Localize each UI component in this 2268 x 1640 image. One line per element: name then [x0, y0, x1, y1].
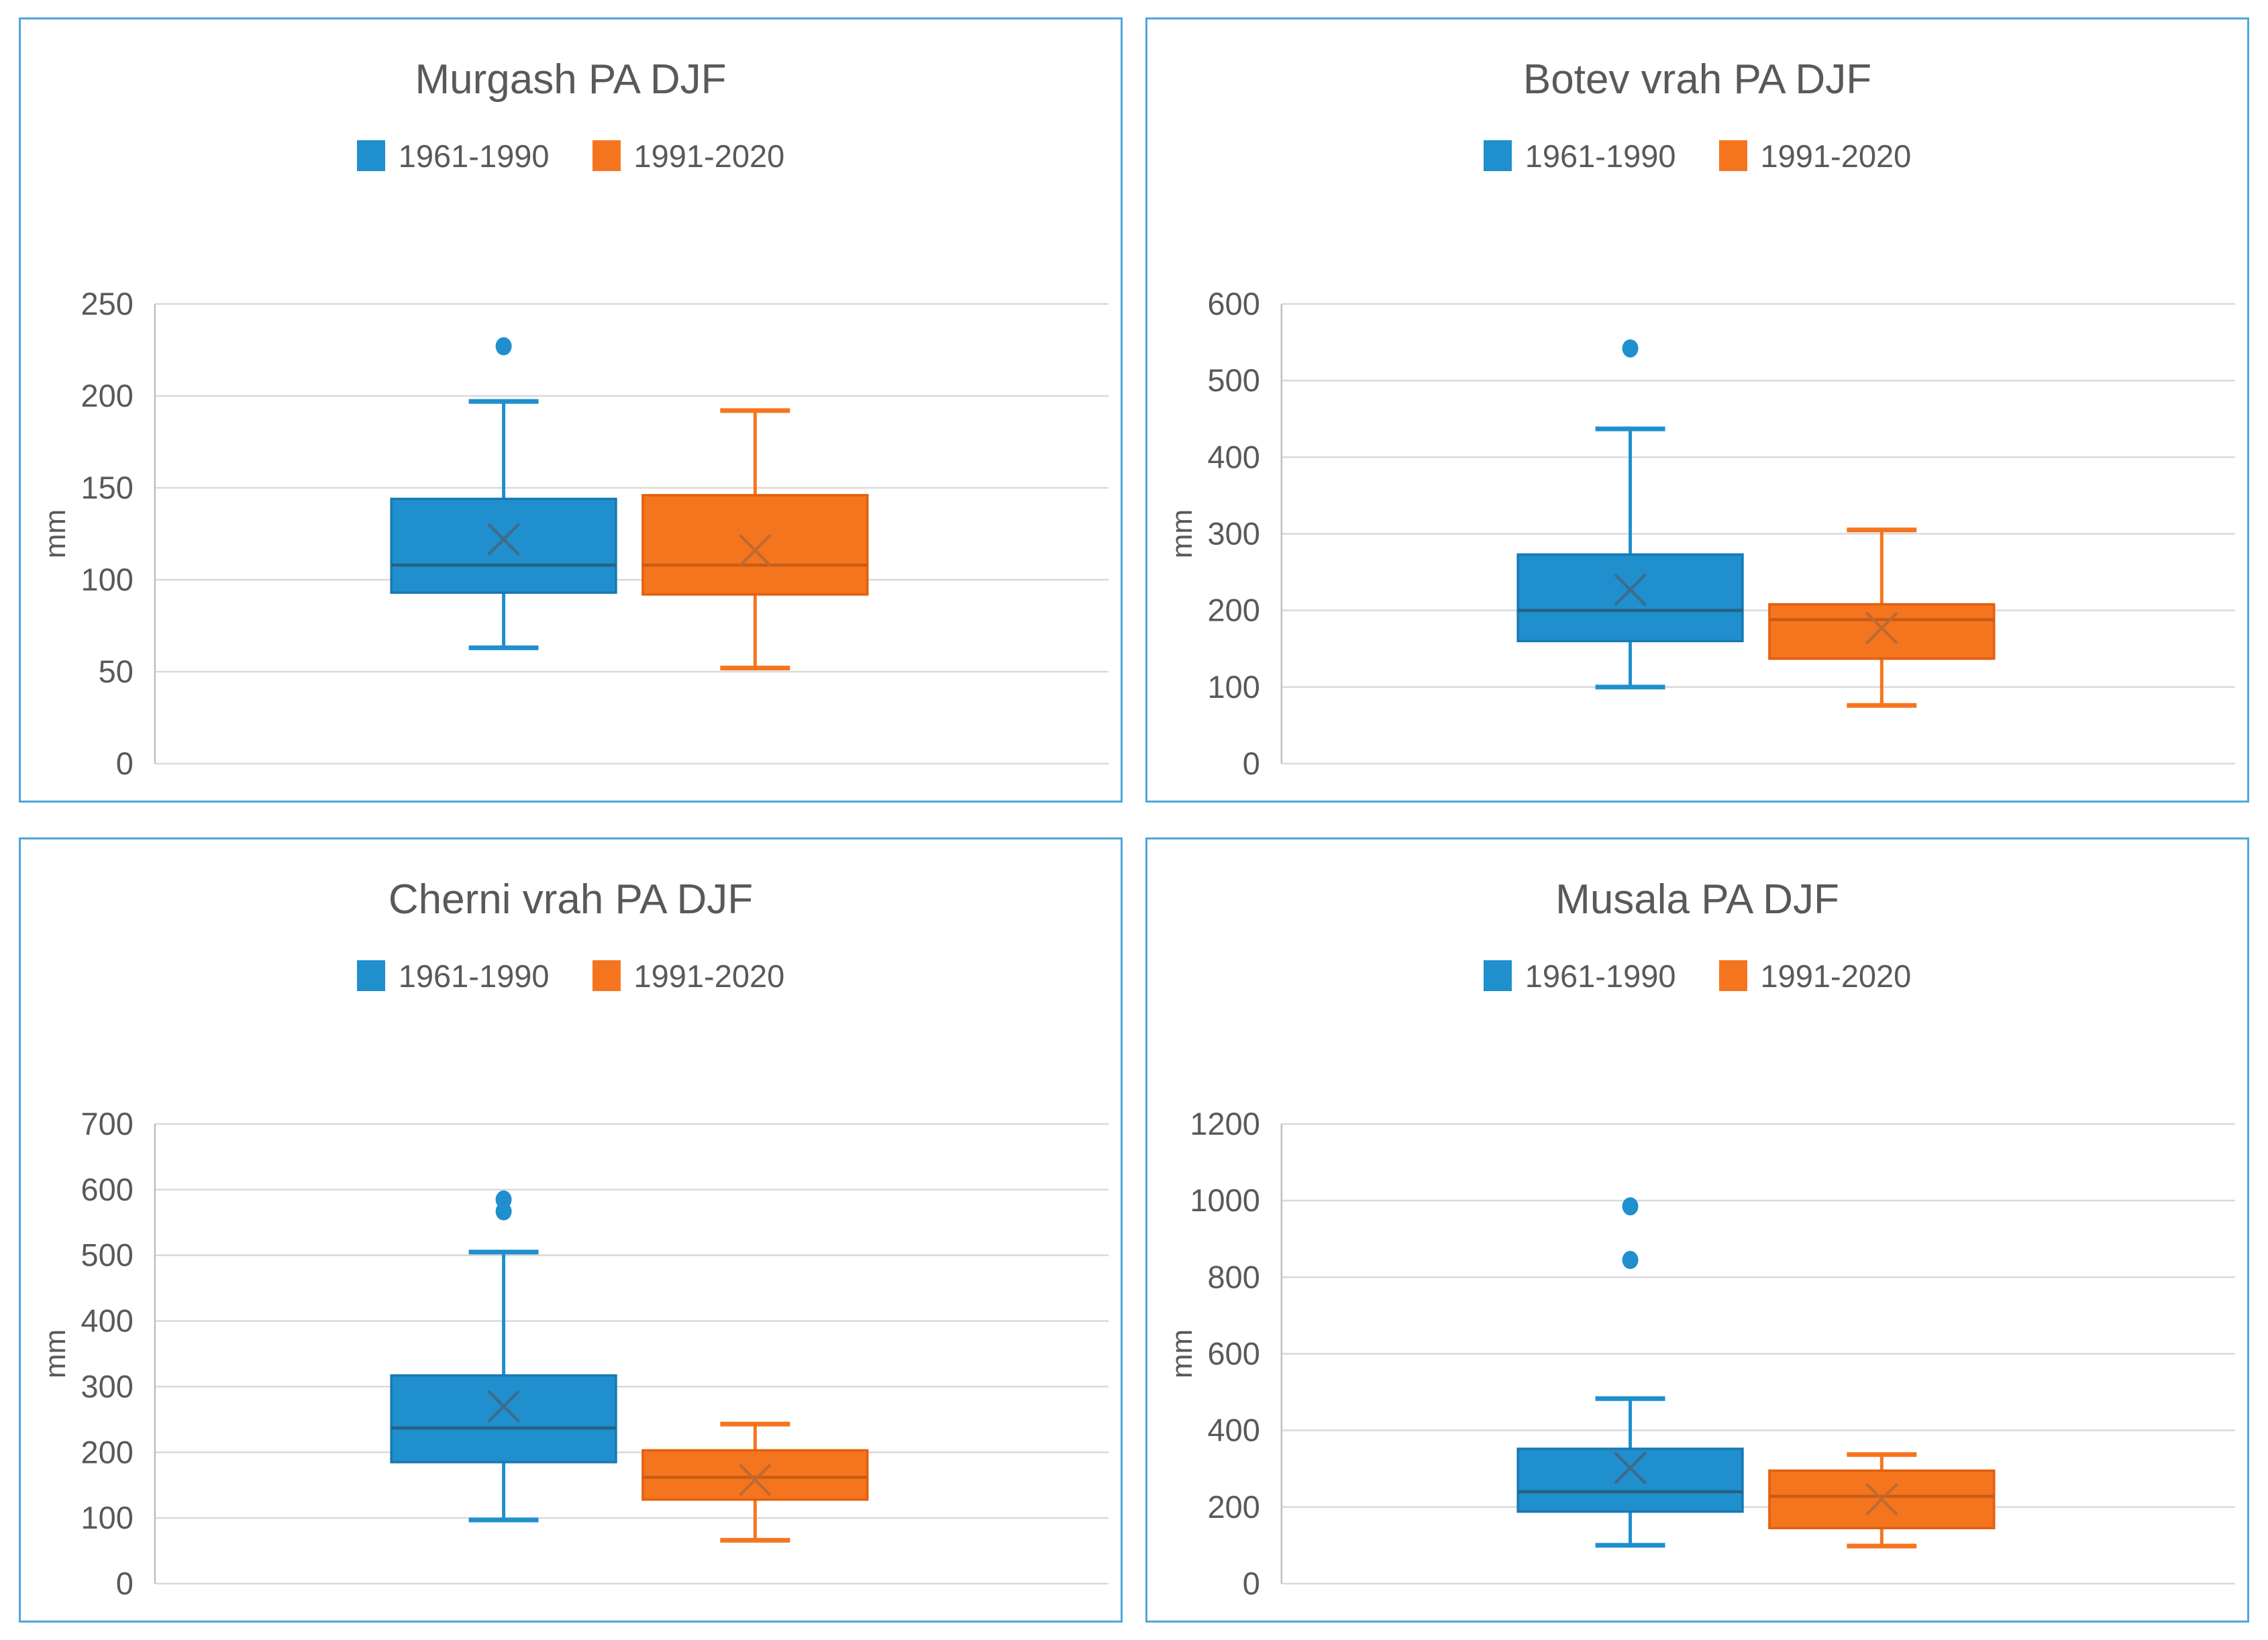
- svg-text:0: 0: [116, 1566, 134, 1600]
- chart-legend: 1961-1990 1991-2020: [1147, 955, 2247, 996]
- svg-text:500: 500: [1208, 362, 1260, 398]
- svg-text:200: 200: [81, 378, 134, 413]
- svg-text:400: 400: [1208, 439, 1260, 474]
- chart-legend: 1961-1990 1991-2020: [21, 955, 1121, 996]
- chart-title: Murgash PA DJF: [415, 56, 727, 103]
- legend-label: 1961-1990: [398, 958, 550, 994]
- svg-text:0: 0: [116, 746, 134, 780]
- svg-text:600: 600: [1208, 1335, 1260, 1371]
- svg-text:mm: mm: [1166, 509, 1198, 558]
- chart-panel-musala: Musala PA DJF 1961-1990 1991-2020 0 200 40…: [1145, 837, 2249, 1623]
- svg-text:200: 200: [1208, 1489, 1260, 1525]
- chart-legend: 1961-1990 1991-2020: [1147, 135, 2247, 176]
- svg-text:400: 400: [81, 1303, 134, 1339]
- svg-text:300: 300: [81, 1368, 134, 1404]
- chart-legend: 1961-1990 1991-2020: [21, 135, 1121, 176]
- legend-label: 1991-2020: [633, 958, 785, 994]
- legend-swatch-orange: [592, 140, 621, 171]
- legend-label: 1991-2020: [1760, 138, 1912, 174]
- legend-item-1991-2020: 1991-2020: [1718, 138, 1912, 174]
- legend-label: 1961-1990: [1525, 138, 1676, 174]
- legend-item-1961-1990: 1961-1990: [356, 958, 550, 994]
- boxplot-canvas: 0 100 200 300 400 500 600 700 mm: [39, 1106, 1109, 1600]
- svg-text:500: 500: [81, 1237, 134, 1273]
- legend-swatch-orange: [592, 960, 621, 991]
- legend-swatch-blue: [356, 960, 385, 991]
- svg-text:200: 200: [1208, 593, 1260, 628]
- svg-text:100: 100: [1208, 669, 1260, 705]
- svg-text:300: 300: [1208, 515, 1260, 551]
- svg-text:mm: mm: [39, 509, 72, 558]
- chart-title: Botev vrah PA DJF: [1523, 56, 1872, 103]
- svg-text:600: 600: [1208, 286, 1260, 321]
- legend-label: 1961-1990: [398, 138, 550, 174]
- legend-item-1991-2020: 1991-2020: [592, 138, 785, 174]
- legend-label: 1991-2020: [1760, 958, 1912, 994]
- chart-title: Cherni vrah PA DJF: [388, 876, 754, 923]
- svg-text:50: 50: [99, 654, 134, 689]
- legend-item-1961-1990: 1961-1990: [1483, 138, 1676, 174]
- boxplot-canvas: 0 100 200 300 400 500 600 mm: [1166, 286, 2236, 780]
- svg-text:800: 800: [1208, 1259, 1260, 1294]
- svg-text:100: 100: [81, 562, 134, 597]
- svg-text:700: 700: [81, 1106, 134, 1141]
- svg-text:0: 0: [1243, 1566, 1260, 1600]
- chart-panel-cherni-vrah: Cherni vrah PA DJF 1961-1990 1991-2020 0…: [19, 837, 1123, 1623]
- svg-text:1000: 1000: [1190, 1182, 1259, 1218]
- svg-text:600: 600: [81, 1172, 134, 1207]
- legend-label: 1961-1990: [1525, 958, 1676, 994]
- legend-label: 1991-2020: [633, 138, 785, 174]
- svg-text:250: 250: [81, 286, 134, 321]
- svg-text:200: 200: [81, 1434, 134, 1470]
- svg-text:100: 100: [81, 1500, 134, 1535]
- chart-title: Musala PA DJF: [1555, 876, 1839, 923]
- svg-text:mm: mm: [39, 1329, 72, 1378]
- boxplot-canvas: 0 50 100 150 200 250 mm: [39, 286, 1109, 780]
- legend-swatch-orange: [1718, 960, 1747, 991]
- svg-text:mm: mm: [1166, 1329, 1198, 1378]
- legend-swatch-blue: [1483, 140, 1512, 171]
- legend-item-1991-2020: 1991-2020: [1718, 958, 1912, 994]
- legend-item-1961-1990: 1961-1990: [356, 138, 550, 174]
- svg-text:150: 150: [81, 470, 134, 505]
- legend-swatch-blue: [1483, 960, 1512, 991]
- svg-text:0: 0: [1243, 746, 1260, 780]
- chart-panel-botev-vrah: Botev vrah PA DJF 1961-1990 1991-2020 0 1…: [1145, 17, 2249, 803]
- svg-text:400: 400: [1208, 1413, 1260, 1448]
- legend-swatch-orange: [1718, 140, 1747, 171]
- boxplot-canvas: 0 200 400 600 800 1000 1200 mm: [1166, 1106, 2236, 1600]
- legend-swatch-blue: [356, 140, 385, 171]
- svg-text:1200: 1200: [1190, 1106, 1259, 1141]
- legend-item-1961-1990: 1961-1990: [1483, 958, 1676, 994]
- chart-panel-murgash: Murgash PA DJF 1961-1990 1991-2020 0 50 10…: [19, 17, 1123, 803]
- legend-item-1991-2020: 1991-2020: [592, 958, 785, 994]
